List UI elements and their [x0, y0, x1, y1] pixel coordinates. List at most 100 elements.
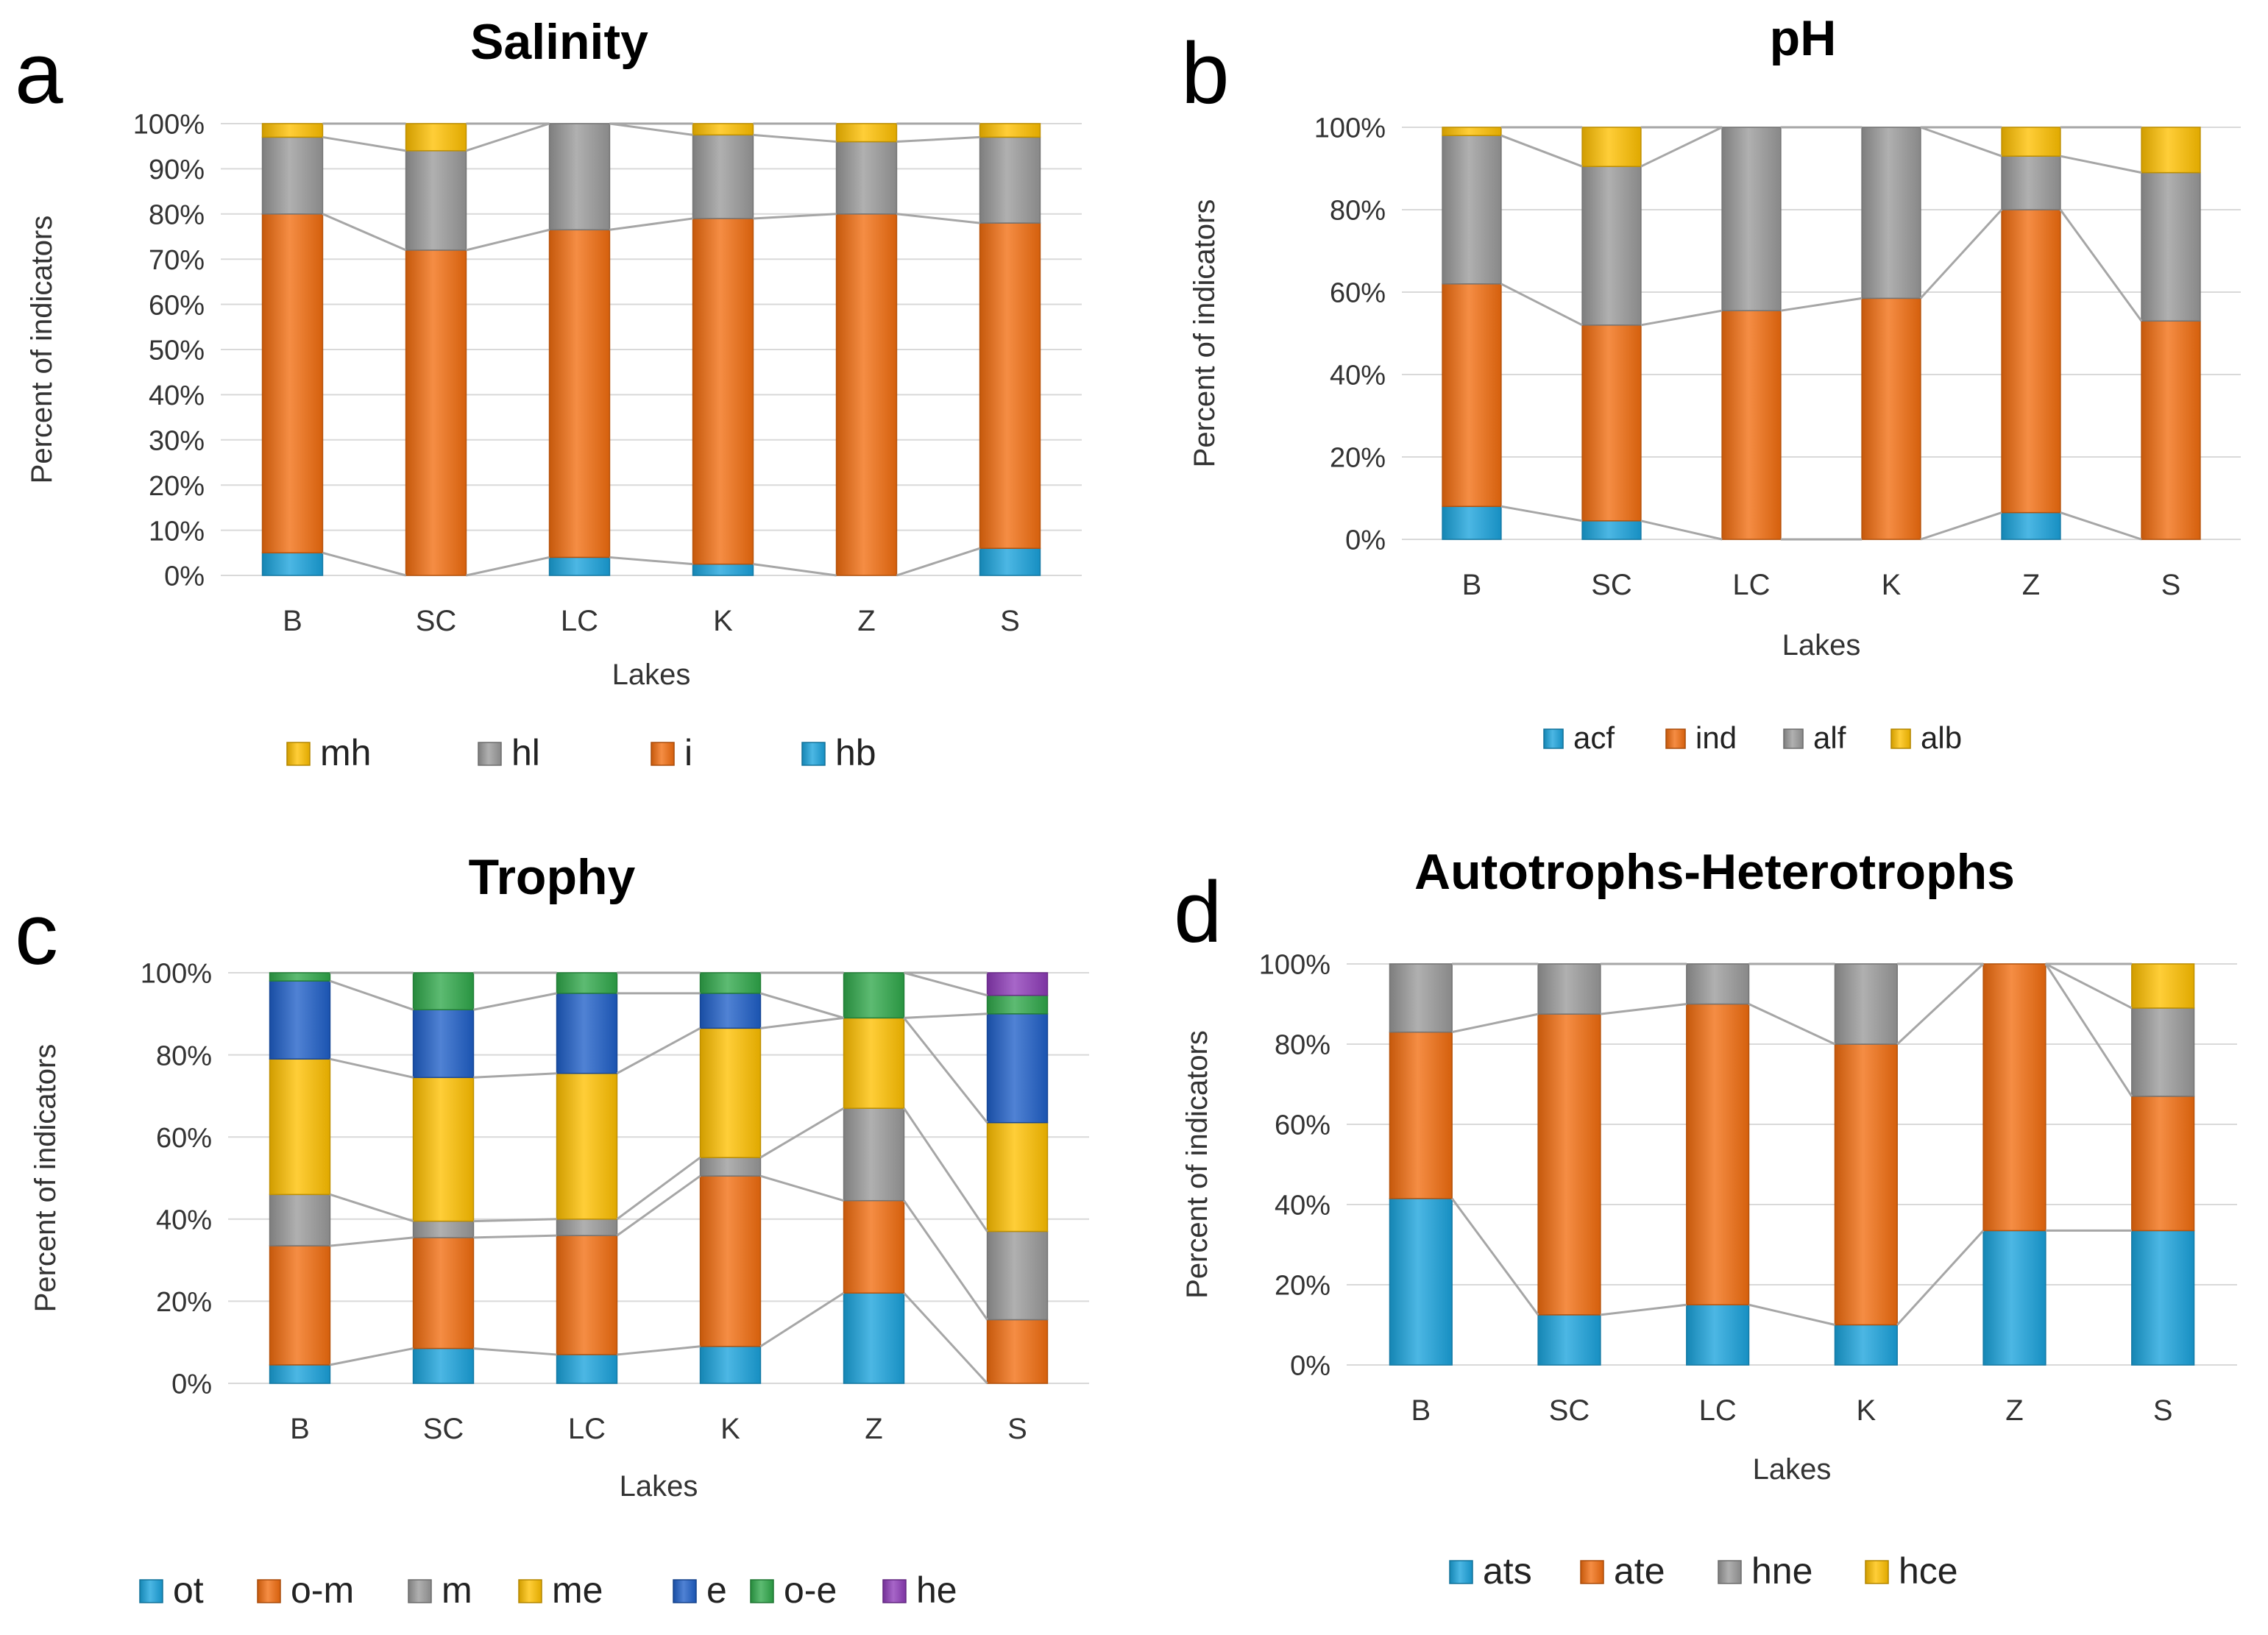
- bar-a-i-S: [979, 222, 1041, 549]
- bar-c-me-B: [269, 1058, 331, 1196]
- y-tick-d-1: 20%: [1275, 1271, 1330, 1302]
- series-line-c-e-4: [904, 1012, 988, 1019]
- series-line-a-i-4: [896, 213, 980, 224]
- y-tick-b-1: 20%: [1330, 443, 1386, 474]
- x-tick-d-1: SC: [1549, 1394, 1590, 1427]
- bar-d-ats-B: [1389, 1198, 1453, 1366]
- series-line-c-o-e-4: [904, 971, 988, 997]
- series-line-c-ot-1: [473, 1347, 557, 1356]
- series-line-b-ind-4: [2059, 209, 2143, 322]
- legend-swatch-b-acf: [1543, 728, 1564, 749]
- x-tick-b-2: LC: [1732, 569, 1770, 601]
- bar-c-m-B: [269, 1194, 331, 1246]
- y-axis-label-d: Percent of indicators: [1181, 1030, 1213, 1299]
- legend-swatch-d-ate: [1580, 1560, 1604, 1584]
- bar-c-o-e-K: [699, 972, 762, 994]
- bar-c-o-e-SC: [412, 972, 475, 1010]
- legend-label-b-acf: acf: [1573, 720, 1615, 755]
- chart-title-d: Autotrophs-Heterotrophs: [1414, 844, 2015, 900]
- series-line-d-ats-1: [1600, 1303, 1687, 1316]
- series-line-a-hl-1: [465, 122, 550, 152]
- x-tick-c-5: S: [1007, 1413, 1027, 1445]
- bar-a-i-Z: [835, 213, 898, 576]
- legend-label-d-hce: hce: [1899, 1550, 1958, 1592]
- y-tick-d-2: 40%: [1275, 1191, 1330, 1221]
- bar-c-o-m-SC: [412, 1237, 475, 1350]
- x-tick-a-1: SC: [416, 605, 457, 637]
- bar-a-hl-B: [261, 136, 324, 215]
- legend-label-c-o-e: o-e: [784, 1570, 837, 1611]
- y-tick-d-4: 80%: [1275, 1030, 1330, 1061]
- series-line-c-m-1: [473, 1218, 557, 1223]
- y-tick-c-5: 100%: [141, 959, 212, 990]
- series-line-c-me-1: [473, 1072, 557, 1079]
- series-line-d-ate-0: [1451, 1012, 1539, 1034]
- x-tick-b-5: S: [2161, 569, 2181, 601]
- panel-label-b: b: [1181, 25, 1230, 122]
- chart-c: c Trophy 0% 20% 40% 60% 80% 100% B SC LC K Z S Lakes Pe…: [15, 849, 1089, 1611]
- legend-swatch-c-ot: [139, 1579, 163, 1603]
- bar-b-alf-K: [1861, 127, 1921, 299]
- y-tick-a-3: 30%: [149, 425, 205, 456]
- bar-d-ate-LC: [1686, 1003, 1750, 1305]
- chart-title-b: pH: [1770, 10, 1837, 66]
- series-line-c-m-0: [329, 1193, 414, 1223]
- x-tick-c-3: K: [720, 1413, 740, 1445]
- legend-swatch-d-hne: [1718, 1560, 1742, 1584]
- legend-swatch-b-alb: [1890, 728, 1911, 749]
- x-tick-a-2: LC: [561, 605, 598, 637]
- y-tick-a-4: 40%: [149, 380, 205, 411]
- bar-a-hl-SC: [405, 150, 467, 251]
- legend-label-a-mh: mh: [320, 732, 371, 773]
- legend-swatch-a-hl: [478, 742, 502, 766]
- bar-d-hce-S: [2131, 963, 2195, 1009]
- bar-a-mh-K: [692, 123, 754, 136]
- legend-swatch-c-me: [518, 1579, 542, 1603]
- y-tick-b-2: 40%: [1330, 361, 1386, 391]
- x-tick-c-4: Z: [865, 1413, 882, 1445]
- series-line-b-acf-1: [1640, 519, 1723, 541]
- series-line-c-me-3: [760, 1016, 844, 1029]
- series-line-c-me-0: [330, 1057, 414, 1079]
- bar-c-o-e-S: [986, 994, 1049, 1015]
- bar-a-mh-Z: [835, 123, 898, 143]
- series-line-d-ate-1: [1600, 1003, 1687, 1015]
- x-tick-a-5: S: [1000, 605, 1020, 637]
- y-tick-a-10: 100%: [133, 110, 205, 141]
- series-line-b-alf-0: [1500, 134, 1583, 168]
- chart-a: a Salinity 0% 10% 20% 30% 40% 50% 60% 70% 80% 90% 10…: [15, 14, 1082, 773]
- series-line-c-m-3: [759, 1107, 845, 1159]
- y-tick-a-2: 20%: [149, 471, 205, 502]
- legend-label-c-he: he: [916, 1570, 957, 1611]
- series-line-d-ats-3: [1896, 1230, 1985, 1326]
- x-tick-d-3: K: [1856, 1394, 1876, 1427]
- bar-d-hne-S: [2131, 1007, 2195, 1097]
- bar-a-hb-LC: [548, 556, 611, 576]
- x-tick-c-0: B: [290, 1413, 310, 1445]
- chart-b: b pH 0% 20% 40% 60% 80% 100% B SC LC K Z S Lakes Percen…: [1181, 10, 2241, 755]
- series-line-d-ats-0: [1450, 1197, 1539, 1316]
- bar-d-ats-S: [2131, 1230, 2195, 1366]
- y-tick-c-4: 80%: [156, 1040, 212, 1071]
- bar-c-o-m-LC: [556, 1235, 618, 1355]
- bar-a-hb-B: [261, 552, 324, 576]
- chart-title-c: Trophy: [469, 849, 636, 905]
- series-line-d-ate-2: [1748, 1003, 1836, 1046]
- bar-a-i-K: [692, 218, 754, 565]
- x-tick-c-1: SC: [423, 1413, 464, 1445]
- series-line-d-ate-4: [2044, 963, 2133, 1097]
- y-tick-a-9: 90%: [149, 155, 205, 185]
- bar-d-ate-Z: [1982, 963, 2046, 1232]
- bar-c-o-e-B: [269, 972, 331, 982]
- bar-c-o-m-B: [269, 1245, 331, 1366]
- bar-c-m-Z: [843, 1107, 905, 1202]
- series-line-c-e-3: [760, 992, 844, 1019]
- bar-d-ats-Z: [1982, 1230, 2046, 1366]
- y-tick-b-3: 60%: [1330, 278, 1386, 309]
- x-tick-b-0: B: [1462, 569, 1482, 601]
- series-line-d-ats-2: [1748, 1303, 1835, 1326]
- y-tick-a-1: 10%: [149, 516, 205, 547]
- series-line-c-ot-4: [903, 1292, 988, 1385]
- x-tick-a-4: Z: [857, 605, 875, 637]
- y-tick-d-5: 100%: [1259, 950, 1330, 981]
